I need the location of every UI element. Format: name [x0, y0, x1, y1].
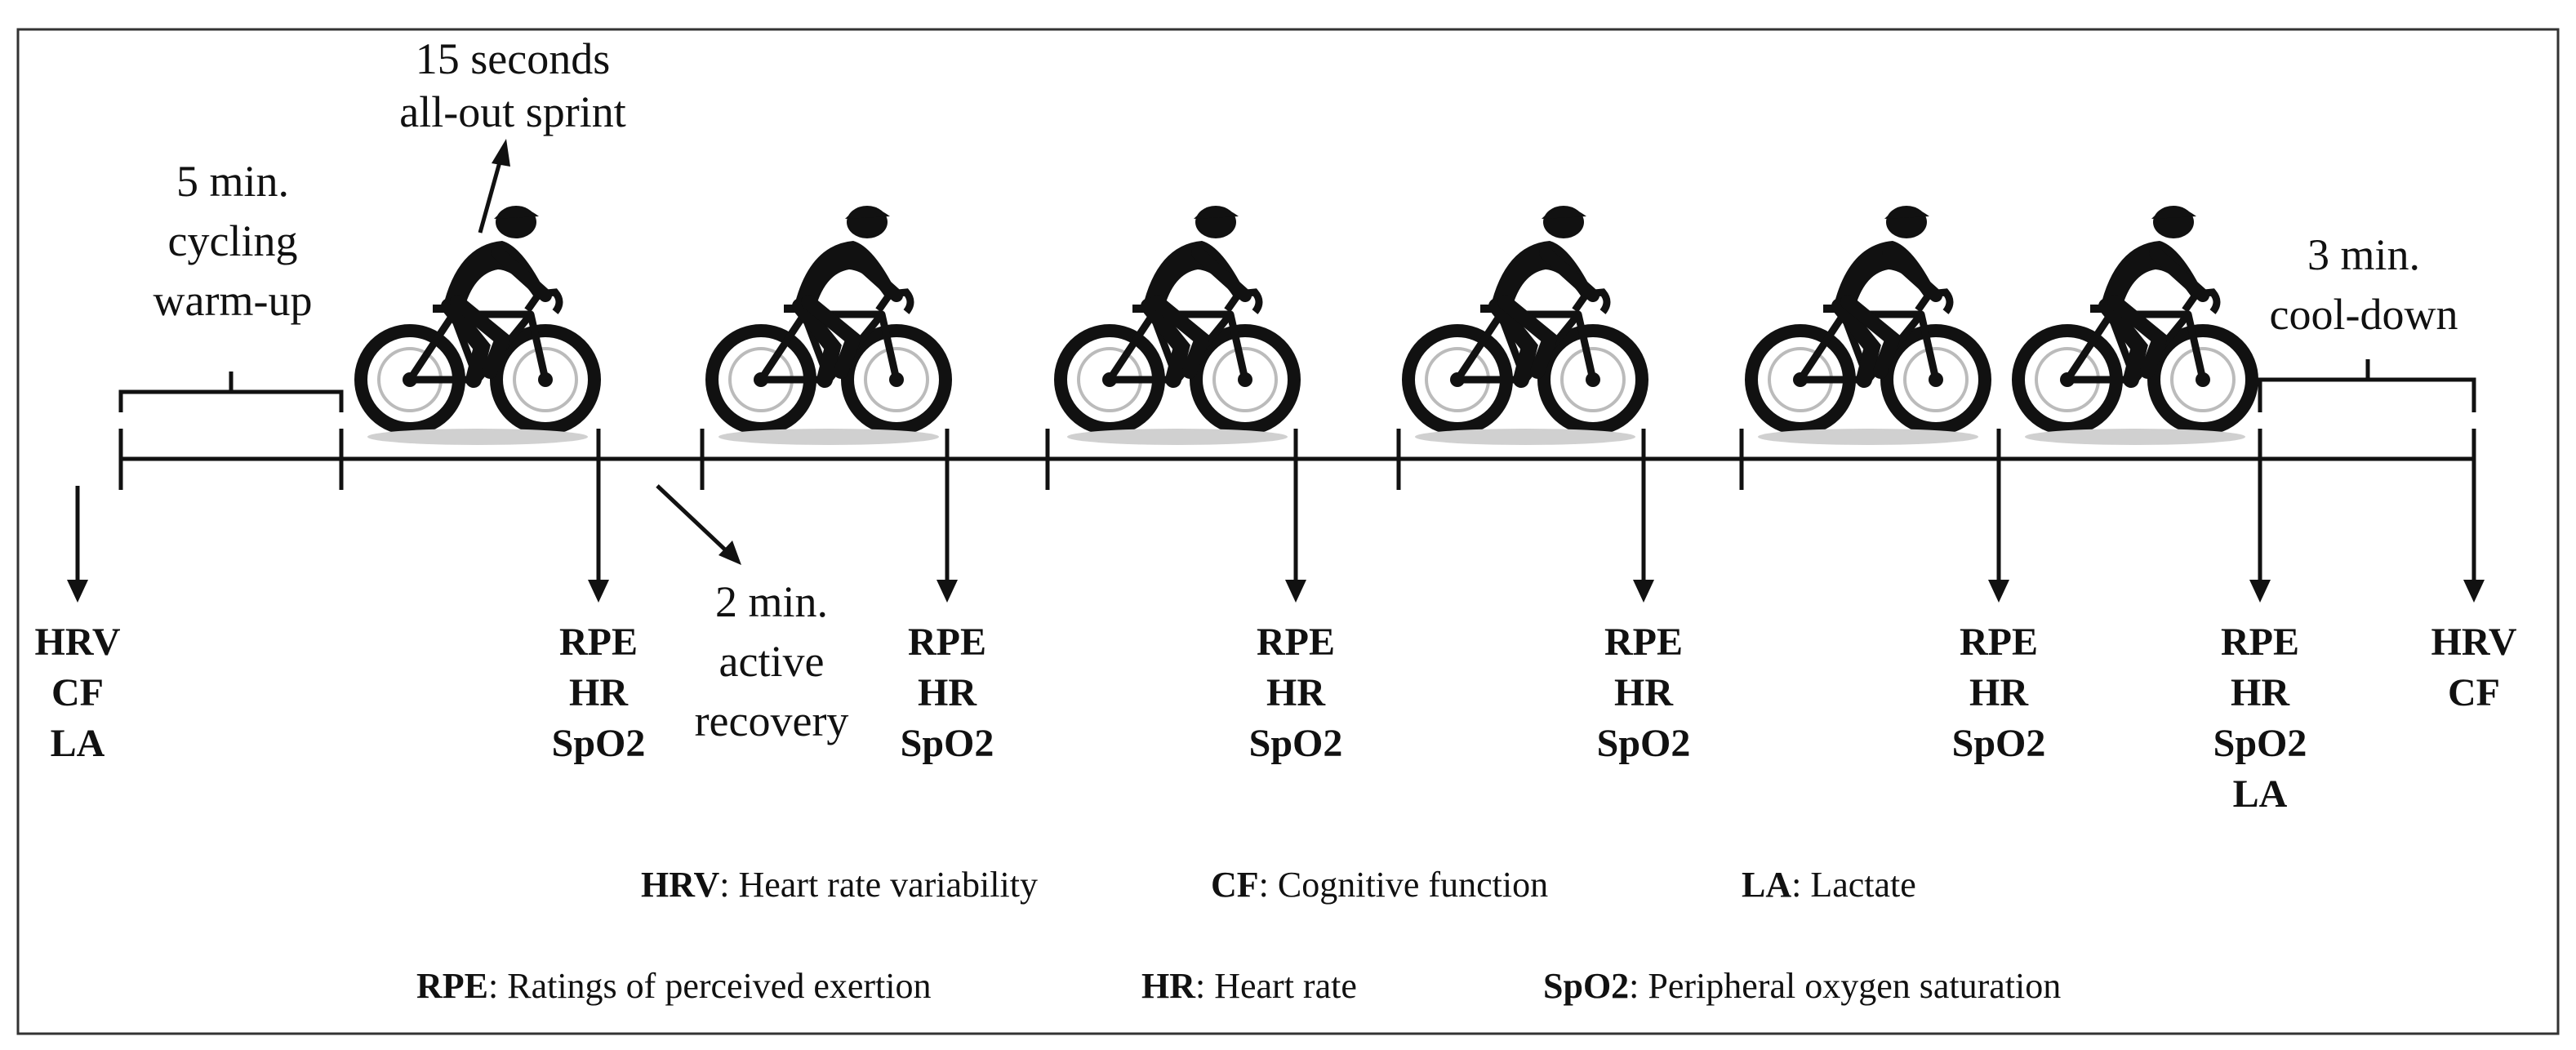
svg-text:RPE: RPE	[1604, 621, 1683, 664]
svg-text:LA: LA	[51, 722, 105, 765]
sprint-label-line-2: all-out sprint	[399, 87, 625, 136]
sprint-label-line-1: 15 seconds	[416, 34, 610, 83]
warmup-label-line-2: cycling	[168, 216, 298, 265]
svg-text:SpO2: SpO2	[901, 722, 994, 765]
measures-sprint-2: RPE HR SpO2	[901, 621, 994, 765]
svg-text:RPE: RPE	[908, 621, 986, 664]
measures-sprint-3: RPE HR SpO2	[1249, 621, 1343, 765]
warmup-label-line-1: 5 min.	[176, 157, 289, 206]
legend-la: LA: Lactate	[1742, 865, 1916, 905]
legend-cf: CF: Cognitive function	[1211, 865, 1548, 905]
cooldown-bracket	[2258, 359, 2476, 412]
timeline-ticks	[118, 429, 2476, 490]
sprint-arrow	[478, 139, 510, 234]
svg-text:HR: HR	[569, 671, 629, 714]
measures-sprint-4: RPE HR SpO2	[1597, 621, 1691, 765]
svg-text:RPE: RPE	[2221, 621, 2299, 664]
cyclist-icon	[2018, 206, 2252, 445]
measures-sprint-5: RPE HR SpO2	[1952, 621, 2046, 765]
svg-text:HR: HR	[1266, 671, 1326, 714]
svg-text:RPE: RPE	[1960, 621, 2038, 664]
legend-spo2: SpO2: Peripheral oxygen saturation	[1543, 966, 2061, 1006]
recovery-label-line-1: 2 min.	[715, 577, 828, 626]
svg-text:SpO2: SpO2	[2213, 722, 2307, 765]
recovery-label-line-2: active	[719, 637, 825, 686]
svg-text:RPE: RPE	[559, 621, 638, 664]
legend-hrv: HRV: Heart rate variability	[641, 865, 1038, 905]
recovery-label-line-3: recovery	[695, 696, 849, 745]
diagram-frame	[16, 28, 2560, 1035]
cyclist-icon	[712, 206, 945, 445]
recovery-arrow	[656, 484, 741, 565]
measures-end: HRV CF	[2431, 621, 2517, 714]
svg-text:CF: CF	[51, 671, 104, 714]
svg-text:HR: HR	[918, 671, 977, 714]
svg-text:SpO2: SpO2	[1952, 722, 2046, 765]
svg-text:HR: HR	[2231, 671, 2290, 714]
svg-text:SpO2: SpO2	[1597, 722, 1691, 765]
svg-text:CF: CF	[2448, 671, 2500, 714]
cyclist-icon	[1061, 206, 1294, 445]
measures-start: HRV CF LA	[35, 621, 121, 765]
svg-text:LA: LA	[2233, 772, 2288, 816]
cyclist-icon	[1751, 206, 1985, 445]
measures-sprint-1: RPE HR SpO2	[552, 621, 646, 765]
cyclist-icon	[361, 206, 594, 445]
measures-sprint-6: RPE HR SpO2 LA	[2213, 621, 2307, 816]
svg-text:HRV: HRV	[35, 621, 121, 664]
legend-hr: HR: Heart rate	[1141, 966, 1357, 1006]
svg-text:SpO2: SpO2	[552, 722, 646, 765]
svg-text:HRV: HRV	[2431, 621, 2517, 664]
svg-text:HR: HR	[1969, 671, 2029, 714]
measurement-arrows	[67, 486, 2485, 603]
svg-text:HR: HR	[1614, 671, 1674, 714]
cyclist-icon	[1408, 206, 1642, 445]
warmup-bracket	[118, 372, 344, 412]
svg-text:SpO2: SpO2	[1249, 722, 1343, 765]
warmup-label-line-3: warm-up	[153, 276, 313, 325]
cooldown-label-line-1: 3 min.	[2307, 230, 2420, 279]
svg-text:RPE: RPE	[1257, 621, 1335, 664]
legend-rpe: RPE: Ratings of perceived exertion	[416, 966, 931, 1006]
cooldown-label-line-2: cool-down	[2270, 290, 2458, 339]
